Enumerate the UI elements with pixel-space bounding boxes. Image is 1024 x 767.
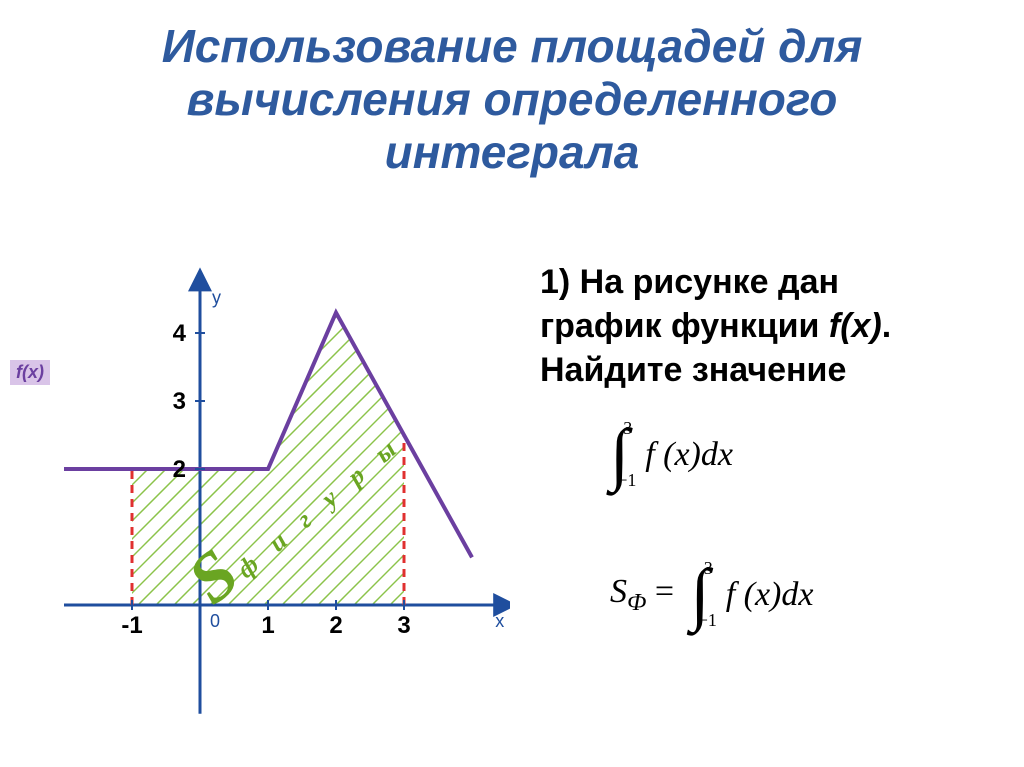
problem-line2: график функции [540, 307, 819, 345]
problem-line3: Найдите значение [540, 351, 846, 389]
sphi-S: S [610, 573, 627, 610]
int-body-2: f (x)dx [726, 576, 814, 613]
problem-line1: 1) На рисунке дан [540, 263, 839, 301]
problem-text: 1) На рисунке дан график функции f(x). Н… [540, 260, 1000, 393]
int-body: f (x)dx [645, 436, 733, 473]
svg-text:3: 3 [173, 388, 186, 415]
int-lower: −1 [617, 474, 636, 487]
integral-sign-2: ∫ 3 −1 [691, 570, 710, 619]
sphi-lhs: SФ = [610, 573, 683, 610]
int-lower-2: −1 [698, 614, 717, 627]
int-upper-2: 3 [704, 562, 713, 575]
svg-text:4: 4 [173, 320, 187, 347]
svg-text:2: 2 [173, 456, 186, 483]
title-line3: интеграла [385, 126, 640, 178]
svg-text:-1: -1 [121, 612, 142, 639]
title-line1: Использование площадей для [162, 20, 863, 72]
svg-text:x: x [495, 611, 504, 631]
sphi-eq: = [655, 573, 683, 610]
svg-text:1: 1 [261, 612, 274, 639]
int-upper: 3 [623, 422, 632, 435]
chart-container: -11232340xy f(x) S ф и г у р ы [30, 220, 510, 720]
fx-label: f(x) [10, 360, 50, 385]
chart-svg: -11232340xy [30, 220, 510, 720]
sphi-sub: Ф [627, 589, 646, 615]
svg-text:2: 2 [329, 612, 342, 639]
svg-text:y: y [212, 287, 221, 307]
problem-dot: . [882, 307, 891, 345]
problem-fx: f(x) [829, 307, 882, 345]
title-line2: вычисления определенного [187, 73, 838, 125]
integral-sign: ∫ 3 −1 [610, 430, 629, 479]
formula-integral: ∫ 3 −1 f (x)dx [610, 430, 733, 479]
formula-sphi: SФ = ∫ 3 −1 f (x)dx [610, 570, 813, 619]
svg-text:3: 3 [397, 612, 410, 639]
slide-title: Использование площадей для вычисления оп… [0, 0, 1024, 179]
